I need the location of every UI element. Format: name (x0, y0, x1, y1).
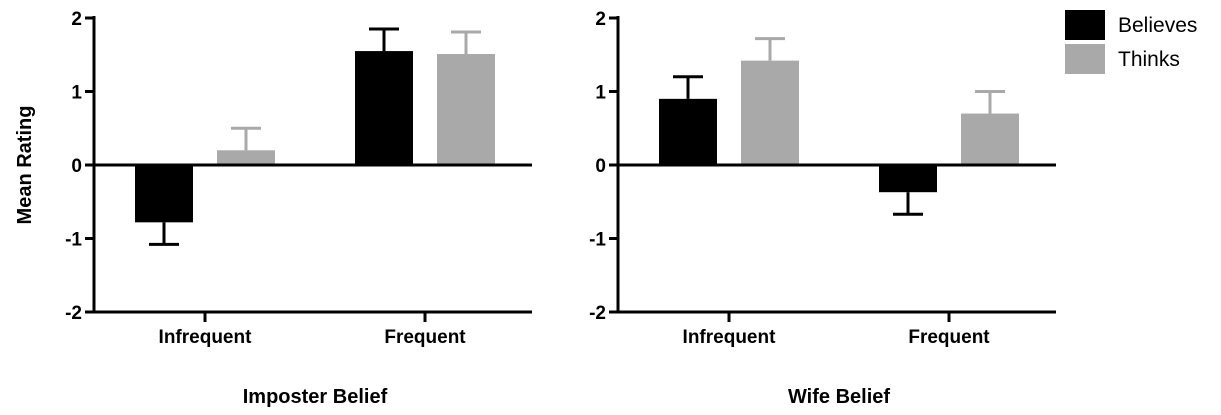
bar-believes-infrequent (659, 98, 717, 165)
y-tick-label: -1 (589, 230, 606, 251)
x-axis-title: Wife Belief (788, 386, 890, 408)
y-tick-label: 0 (71, 156, 82, 177)
legend-swatch-believes (1065, 10, 1105, 40)
legend-label-thinks: Thinks (1118, 48, 1180, 71)
y-tick-label: 1 (595, 83, 606, 104)
y-tick-label: 0 (595, 156, 606, 177)
legend-label-believes: Believes (1118, 14, 1197, 37)
y-tick-label: 1 (71, 83, 82, 104)
legend-swatch-thinks (1065, 44, 1105, 74)
x-tick-label: Infrequent (683, 327, 777, 348)
x-tick-label: Infrequent (159, 327, 253, 348)
bar-thinks-infrequent (217, 150, 275, 165)
y-tick-label: -2 (589, 303, 606, 324)
bar-thinks-infrequent (741, 60, 799, 165)
bar-thinks-frequent (961, 113, 1019, 165)
x-axis-title: Imposter Belief (243, 386, 388, 408)
x-tick-label: Frequent (908, 327, 990, 348)
y-axis-title: Mean Rating (14, 106, 36, 225)
bar-believes-infrequent (135, 165, 193, 223)
y-tick-label: -2 (65, 303, 82, 324)
x-tick-label: Frequent (384, 327, 466, 348)
y-tick-label: -1 (65, 230, 82, 251)
y-tick-label: 2 (595, 9, 606, 30)
y-tick-label: 2 (71, 9, 82, 30)
bar-thinks-frequent (437, 54, 495, 165)
bar-believes-frequent (355, 51, 413, 166)
bar-believes-frequent (879, 165, 937, 193)
